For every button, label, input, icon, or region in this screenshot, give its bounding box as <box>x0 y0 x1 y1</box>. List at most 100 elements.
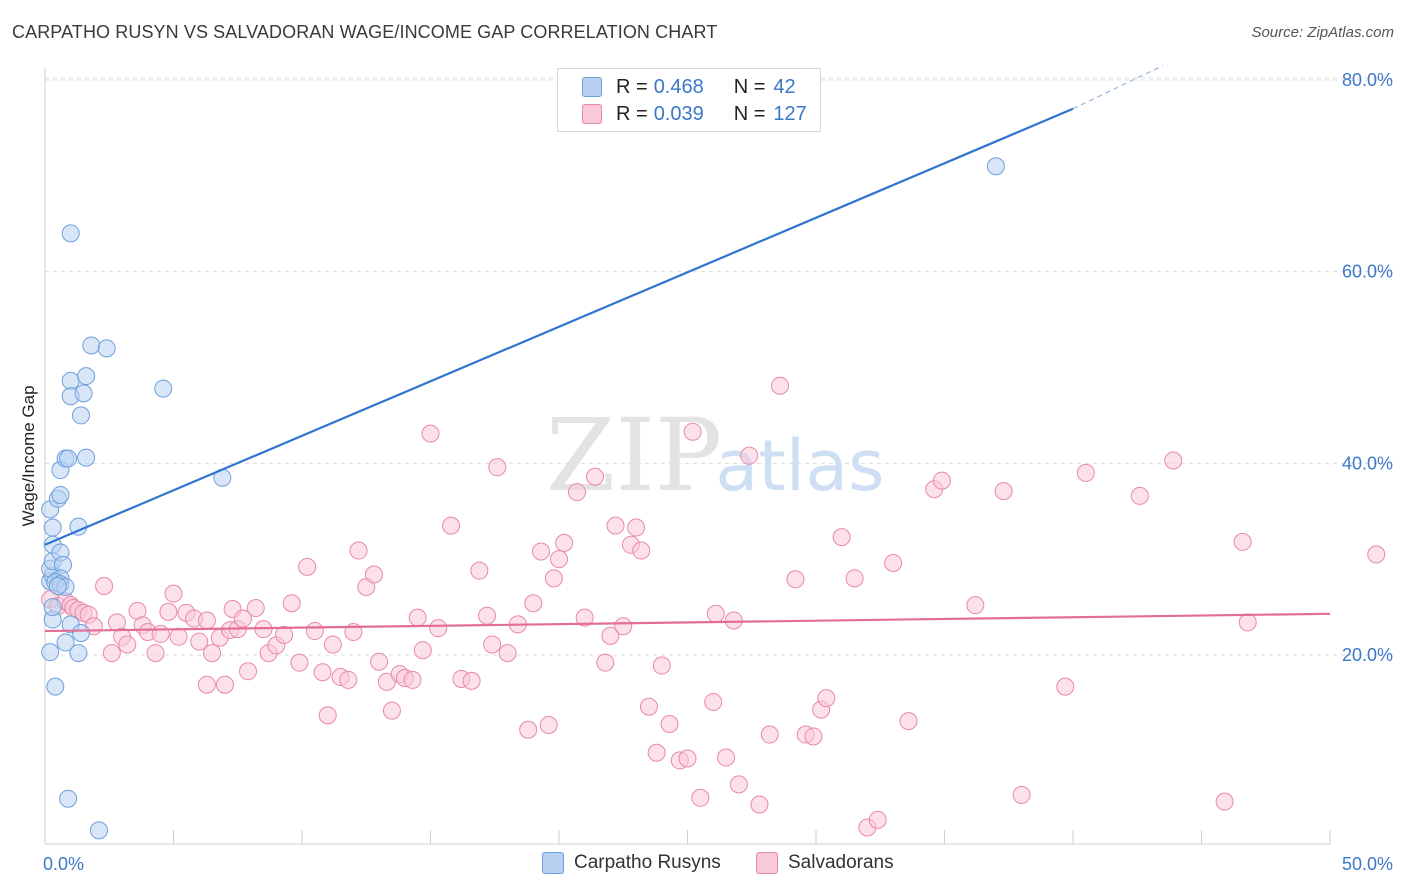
carpatho-rusyn-point <box>986 157 1005 176</box>
salvadoran-point <box>146 644 165 663</box>
trend-lines <box>44 65 1331 633</box>
salvadoran-point <box>555 533 574 552</box>
carpatho-rusyn-point <box>56 633 75 652</box>
y-tick-label: 20.0% <box>1342 645 1393 665</box>
salvadoran-point <box>275 625 294 644</box>
salvadoran-point <box>95 577 114 595</box>
series-legend-carpatho[interactable]: Carpatho Rusyns <box>542 852 721 874</box>
salvadoran-point <box>478 606 497 625</box>
salvadoran-point <box>760 725 779 744</box>
salvadoran-point <box>413 641 432 660</box>
legend-swatch-carpatho <box>582 77 602 97</box>
y-tick-label: 40.0% <box>1342 453 1393 473</box>
salvadoran-point <box>1076 463 1095 482</box>
salvadoran-point <box>197 675 216 694</box>
carpatho-rusyn-point <box>154 379 173 398</box>
salvadoran-point <box>421 424 440 443</box>
salvadoran-point <box>313 663 332 682</box>
legend-row-salvadoran: R = 0.039 N = 127 <box>582 101 807 127</box>
salvadoran-point <box>364 565 383 584</box>
salvadoran-point <box>203 644 222 663</box>
x-tick-label: 0.0% <box>43 854 84 874</box>
salvadoran-point <box>524 594 543 613</box>
watermark-atlas: atlas <box>715 425 884 507</box>
salvadoran-point <box>567 483 586 502</box>
salvadoran-point <box>704 692 723 711</box>
legend-r-value: 0.039 <box>653 102 704 125</box>
salvadoran-point <box>339 670 358 689</box>
salvadoran-point <box>305 622 324 641</box>
salvadoran-point <box>627 518 646 537</box>
legend-r-label: R = <box>616 75 648 98</box>
carpatho-rusyn-point <box>77 448 96 467</box>
salvadoran-point <box>239 662 258 681</box>
salvadoran-point <box>462 671 481 690</box>
salvadoran-point <box>370 652 389 671</box>
legend-r-value: 0.468 <box>653 75 704 98</box>
salvadoran-point <box>403 670 422 689</box>
salvadoran-point <box>1130 486 1149 505</box>
carpatho-rusyn-point <box>59 789 78 808</box>
salvadoran-point <box>349 541 368 560</box>
series-swatch-carpatho <box>542 852 564 874</box>
salvadoran-point <box>966 596 985 615</box>
carpatho-rusyn-trend-line <box>44 107 1074 546</box>
salvadoran-point <box>323 635 342 654</box>
salvadoran-point <box>868 810 887 829</box>
salvadoran-point <box>804 727 823 746</box>
salvadoran-point <box>1215 792 1234 811</box>
y-tick-label: 60.0% <box>1342 262 1393 282</box>
y-axis-title: Wage/Income Gap <box>19 385 38 526</box>
salvadoran-point <box>1012 785 1031 804</box>
salvadoran-point <box>498 644 517 663</box>
chart-title: CARPATHO RUSYN VS SALVADORAN WAGE/INCOME… <box>12 22 718 42</box>
tick-labels: 20.0% 40.0% 60.0% 80.0% 0.0% 50.0% <box>43 70 1393 874</box>
legend-n-label: N = <box>733 102 766 125</box>
salvadoran-point <box>118 635 137 654</box>
legend-swatch-salvadoran <box>582 104 602 124</box>
carpatho-rusyn-point <box>69 644 88 663</box>
carpatho-rusyn-point <box>77 367 96 386</box>
salvadoran-point <box>1367 545 1386 564</box>
series-label-salvadoran: Salvadorans <box>788 852 894 873</box>
salvadoran-point <box>596 653 615 672</box>
watermark: ZIP atlas <box>546 397 885 514</box>
salvadoran-point <box>519 720 538 739</box>
legend-n-label: N = <box>733 75 766 98</box>
salvadoran-point <box>164 584 183 603</box>
salvadoran-point <box>483 635 502 654</box>
carpatho-rusyn-point <box>97 339 116 358</box>
salvadoran-point <box>470 561 489 580</box>
carpatho-rusyn-trend-extension <box>1072 65 1164 110</box>
salvadoran-point <box>159 602 178 621</box>
salvadoran-point <box>899 712 918 731</box>
salvadoran-point <box>884 554 903 572</box>
gridlines <box>45 77 1392 656</box>
salvadoran-point <box>102 644 121 663</box>
salvadoran-point <box>539 715 558 734</box>
salvadoran-point <box>660 715 679 733</box>
salvadoran-point <box>488 458 507 477</box>
series-legend-salvadoran[interactable]: Salvadorans <box>756 852 894 874</box>
salvadoran-point <box>550 550 568 569</box>
salvadoran-point <box>691 788 710 807</box>
salvadoran-point <box>215 675 234 694</box>
x-tick-label: 50.0% <box>1342 854 1393 874</box>
salvadoran-point <box>647 743 666 762</box>
salvadoran-point <box>151 624 170 643</box>
salvadoran-point <box>606 516 625 535</box>
salvadoran-point <box>197 611 216 630</box>
y-tick-label: 80.0% <box>1342 70 1393 90</box>
salvadoran-point <box>169 627 188 646</box>
carpatho-rusyn-point <box>51 485 70 504</box>
carpatho-rusyn-point <box>71 406 90 425</box>
series-swatch-salvadoran <box>756 852 778 874</box>
salvadoran-point <box>1164 451 1183 470</box>
salvadoran-point <box>706 604 725 623</box>
carpatho-rusyn-point <box>74 384 93 403</box>
legend-n-value: 127 <box>773 102 807 125</box>
carpatho-rusyn-point <box>82 336 101 355</box>
carpatho-rusyn-point <box>43 518 62 537</box>
salvadoran-point <box>678 749 697 768</box>
salvadoran-point <box>282 594 301 613</box>
